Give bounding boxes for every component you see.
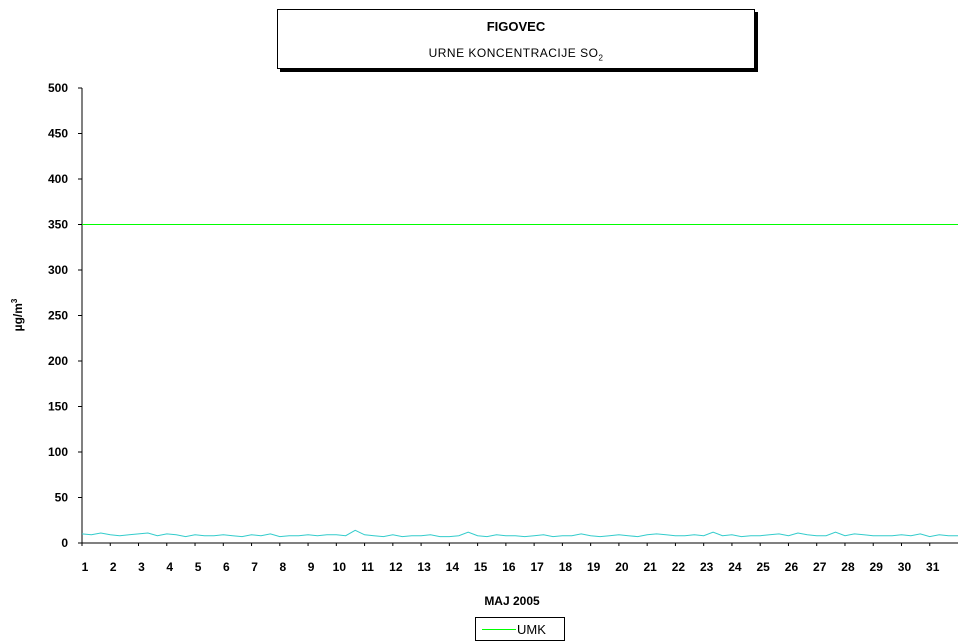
y-tick-label: 150 [48,400,68,414]
chart-subtitle: URNE KONCENTRACIJE SO2 [278,46,754,62]
series-line-so2 [81,529,958,538]
x-tick-label: 5 [195,560,202,574]
y-tick-label: 50 [55,491,69,505]
x-axis: 1 2 3 4 5 6 7 8 9 10 11 12 13 14 15 16 17 18 19 20 21 22 23 24 2… [81,542,958,574]
y-tick-label: 400 [48,172,68,186]
x-tick-label: 28 [841,560,855,574]
y-tick-label: 350 [48,218,68,232]
x-tick-label: 7 [251,560,258,574]
legend-umk-label: UMK [517,622,546,637]
x-tick-label: 2 [110,560,117,574]
x-tick-label: 21 [643,560,657,574]
x-tick-label: 30 [898,560,912,574]
x-tick-label: 24 [728,560,742,574]
x-tick-label: 4 [166,560,173,574]
x-tick-label: 17 [530,560,544,574]
x-tick-label: 12 [389,560,403,574]
chart-subtitle-text: URNE KONCENTRACIJE SO [428,46,599,60]
y-tick-label: 0 [61,536,68,550]
y-axis-label: µg/m3 [10,298,25,331]
x-tick-label: 29 [870,560,884,574]
y-tick-label: 300 [48,263,68,277]
y-tick-label: 100 [48,445,68,459]
x-tick-label: 19 [587,560,601,574]
x-tick-label: 26 [785,560,799,574]
x-tick-label: 16 [502,560,516,574]
x-tick-label: 11 [361,560,374,574]
x-tick-label: 18 [559,560,573,574]
y-tick-label: 500 [48,81,68,95]
x-tick-label: 6 [223,560,230,574]
x-tick-label: 25 [757,560,771,574]
x-tick-label: 14 [446,560,460,574]
y-axis: 0 50 100 150 200 250 300 350 400 450 500 [48,81,83,550]
y-tick-label: 200 [48,354,68,368]
x-tick-label: 27 [813,560,827,574]
x-tick-label: 9 [308,560,315,574]
x-tick-label: 1 [82,560,89,574]
series-group [81,224,958,538]
legend-umk-swatch [482,629,516,630]
y-axis-label-superscript: 3 [10,298,19,303]
x-tick-label: 22 [672,560,686,574]
y-tick-label: 450 [48,127,68,141]
x-tick-label: 23 [700,560,714,574]
x-tick-label: 3 [138,560,145,574]
x-tick-label: 31 [926,560,940,574]
chart-title: FIGOVEC [486,19,546,34]
y-axis-label-text: µg/m [11,303,25,331]
x-axis-label: MAJ 2005 [484,594,540,608]
x-tick-label: 20 [615,560,629,574]
chart-title-box: FIGOVEC URNE KONCENTRACIJE SO2 [277,9,755,69]
legend: UMK [475,617,565,641]
chart-subtitle-subscript: 2 [598,53,604,63]
x-tick-label: 13 [417,560,431,574]
x-tick-label: 10 [333,560,347,574]
x-tick-label: 8 [279,560,286,574]
y-tick-label: 250 [48,309,68,323]
x-tick-label: 15 [474,560,488,574]
